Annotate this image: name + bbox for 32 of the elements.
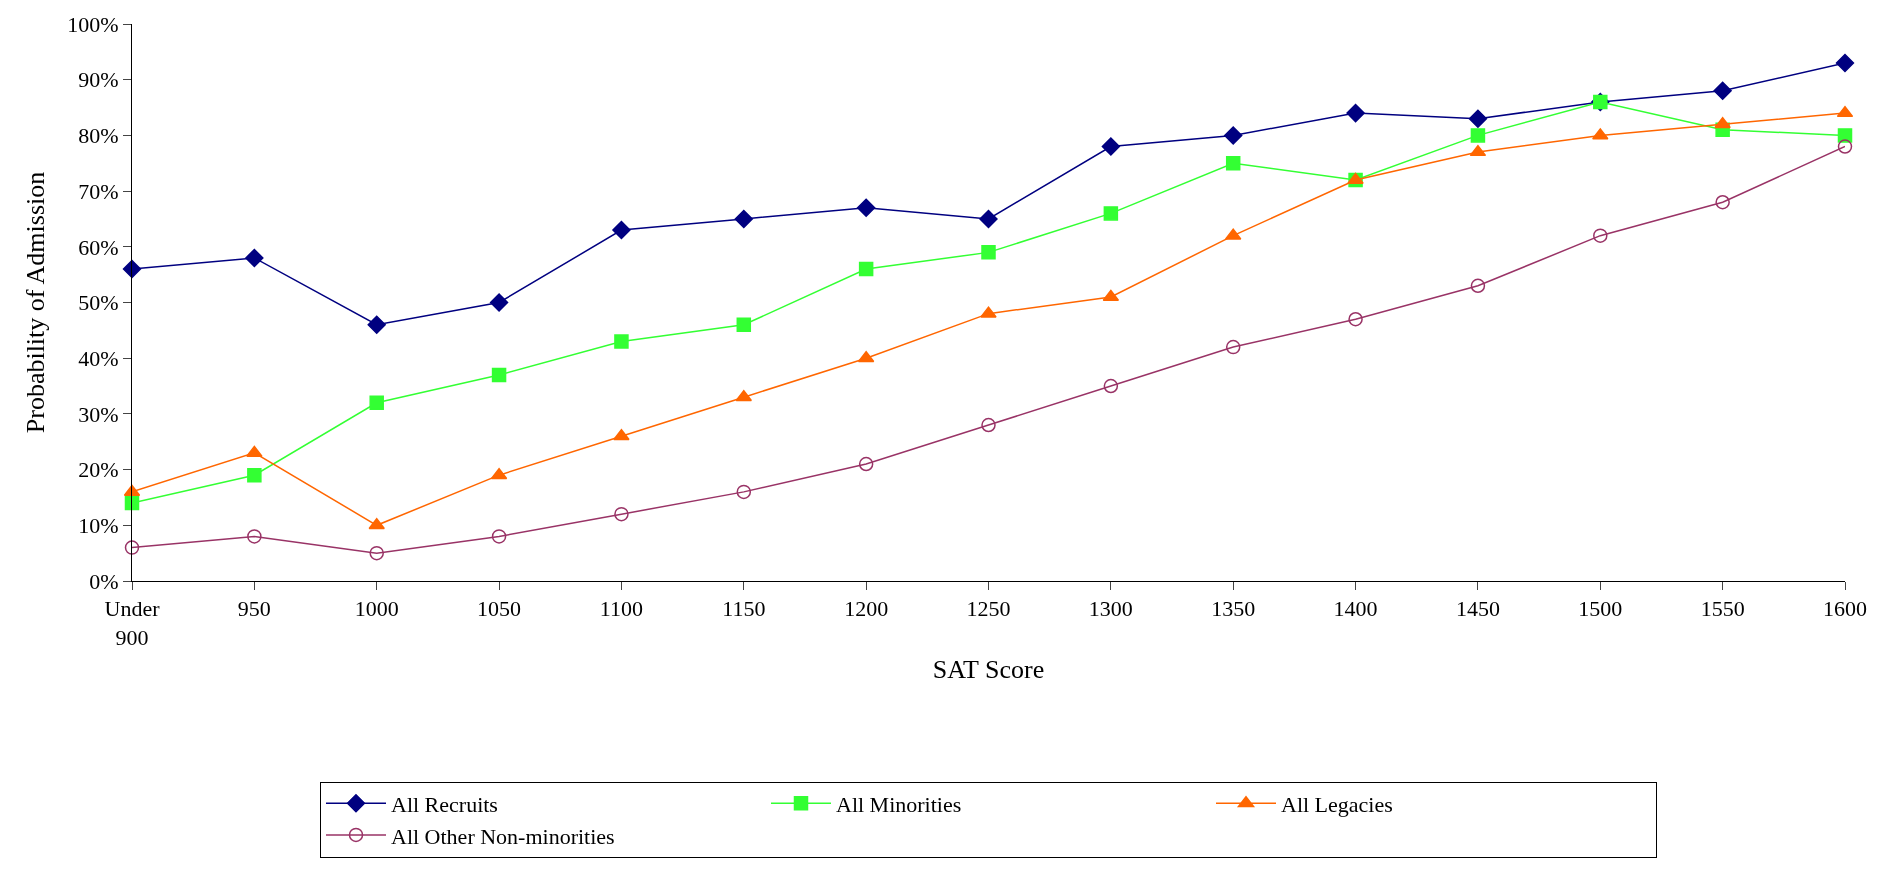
x-tick-label: 1600 [1823, 596, 1867, 622]
y-tick-label: 90% [78, 67, 119, 93]
x-tick-label: 1300 [1088, 596, 1133, 622]
x-tick-label: 1350 [1211, 596, 1256, 622]
x-tick-label: 1400 [1333, 596, 1378, 622]
y-axis-title: Probability of Admission [20, 171, 50, 434]
x-tick-label: 1050 [477, 596, 522, 622]
y-tick-label: 80% [78, 123, 119, 149]
x-tick-label: 1200 [844, 596, 889, 622]
y-tick-label: 70% [78, 178, 119, 204]
legend-label: All Other Non-minorities [391, 823, 615, 849]
x-tick-label: 950 [237, 596, 271, 622]
x-tick-label: 1450 [1455, 596, 1500, 622]
y-tick-label: 50% [78, 290, 119, 316]
y-tick-label: 10% [78, 513, 119, 538]
legend-label: All Legacies [1281, 791, 1393, 817]
x-tick-label: 1000 [354, 596, 399, 622]
x-tick-label: 1150 [722, 596, 766, 622]
x-tick-label: 1100 [599, 596, 644, 622]
x-tick-label: 1250 [966, 596, 1011, 622]
y-tick-label: 0% [89, 568, 119, 594]
y-tick-label: 100% [67, 11, 119, 37]
legend-label: All Recruits [391, 791, 498, 817]
y-tick-label: 40% [78, 345, 119, 371]
x-tick-label: Under 900 [104, 596, 161, 650]
legend-label: All Minorities [836, 791, 962, 817]
y-tick-label: 60% [78, 234, 119, 260]
x-tick-label: 1550 [1700, 596, 1745, 622]
y-tick-label: 30% [78, 401, 119, 427]
x-axis-title: SAT Score [932, 654, 1045, 684]
x-tick-label: 1500 [1578, 596, 1623, 622]
y-tick-label: 20% [78, 457, 119, 483]
